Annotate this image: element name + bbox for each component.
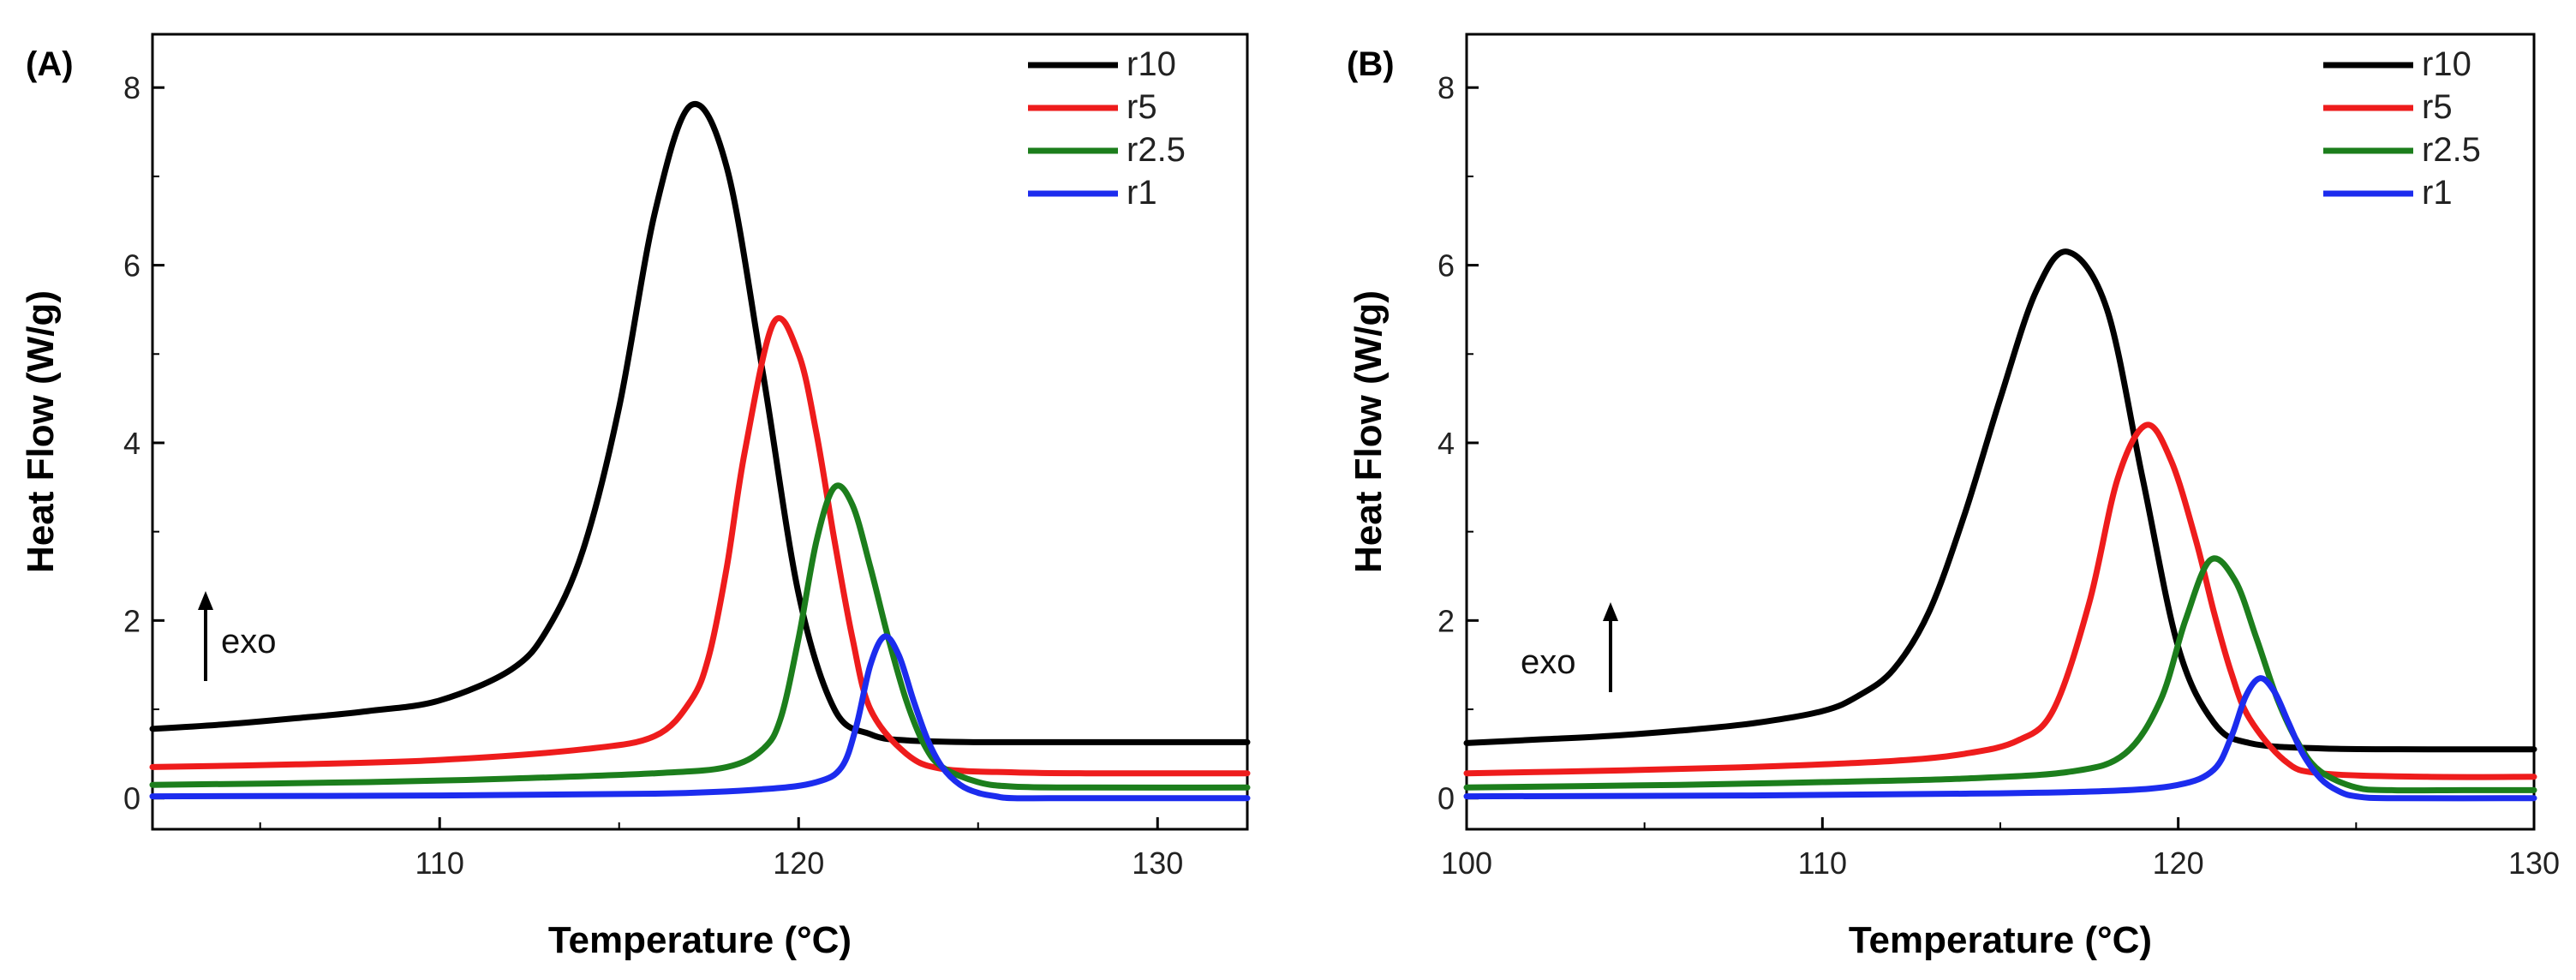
legend: r10 r5 r2.5 r1 xyxy=(2323,45,2481,212)
y-axis-title: Heat Flow (W/g) xyxy=(20,290,62,573)
exo-label: exo xyxy=(1521,643,1576,681)
legend-label-r1: r1 xyxy=(2422,174,2453,212)
x-tick-label: 100 xyxy=(1441,846,1492,881)
y-tick-label: 6 xyxy=(123,248,140,284)
y-tick-label: 0 xyxy=(1437,781,1455,816)
series-line-r2.5 xyxy=(149,482,1251,791)
x-tick-label: 110 xyxy=(1798,846,1847,881)
series-line-r1 xyxy=(1463,675,2537,802)
x-axis-title: Temperature (°C) xyxy=(1849,919,2152,961)
panel-a: (A) Temperature (°C) Heat Flow (W/g) 0 2 4… xyxy=(20,33,1251,961)
y-tick-label: 2 xyxy=(123,603,140,638)
x-axis-title: Temperature (°C) xyxy=(548,919,852,961)
x-tick-label: 120 xyxy=(773,846,824,881)
series-group xyxy=(149,101,1251,802)
y-tick-label: 6 xyxy=(1437,248,1455,284)
plot-frame xyxy=(151,33,1249,831)
panel-label: (A) xyxy=(26,45,74,83)
ticks: 0 2 4 6 8 110 120 130 xyxy=(123,70,1183,881)
x-tick-label: 110 xyxy=(415,846,464,881)
legend-label-r2.5: r2.5 xyxy=(1127,131,1186,169)
legend-label-r10: r10 xyxy=(2422,45,2471,83)
exo-label: exo xyxy=(221,623,277,660)
x-tick-label: 130 xyxy=(2508,846,2560,881)
panel-b: (B) Temperature (°C) Heat Flow (W/g) 0 2 4… xyxy=(1347,33,2560,961)
series-line-r1 xyxy=(149,633,1251,802)
exo-arrowhead-icon xyxy=(198,591,213,610)
exo-annotation: exo xyxy=(1521,602,1618,692)
panel-label: (B) xyxy=(1347,45,1395,83)
series-group xyxy=(1463,248,2537,802)
legend-label-r5: r5 xyxy=(2422,88,2453,126)
y-tick-label: 4 xyxy=(123,426,140,461)
series-line-r10 xyxy=(149,101,1251,746)
y-axis-title: Heat Flow (W/g) xyxy=(1348,290,1390,573)
y-tick-label: 8 xyxy=(123,70,140,105)
legend-label-r1: r1 xyxy=(1127,174,1157,212)
y-tick-label: 2 xyxy=(1437,603,1455,638)
series-line-r10 xyxy=(1463,248,2537,753)
x-tick-label: 120 xyxy=(2153,846,2204,881)
exo-annotation: exo xyxy=(198,591,277,681)
series-line-r5 xyxy=(1463,421,2537,780)
legend-label-r5: r5 xyxy=(1127,88,1157,126)
series-line-r5 xyxy=(149,314,1251,777)
y-tick-label: 4 xyxy=(1437,426,1455,461)
series-line-r2.5 xyxy=(1463,555,2537,794)
legend: r10 r5 r2.5 r1 xyxy=(1028,45,1186,212)
x-tick-label: 130 xyxy=(1132,846,1183,881)
legend-label-r2.5: r2.5 xyxy=(2422,131,2481,169)
y-tick-label: 8 xyxy=(1437,70,1455,105)
y-tick-label: 0 xyxy=(123,781,140,816)
legend-label-r10: r10 xyxy=(1127,45,1176,83)
exo-arrowhead-icon xyxy=(1603,602,1618,621)
ticks: 0 2 4 6 8 100 110 120 130 xyxy=(1437,70,2560,881)
